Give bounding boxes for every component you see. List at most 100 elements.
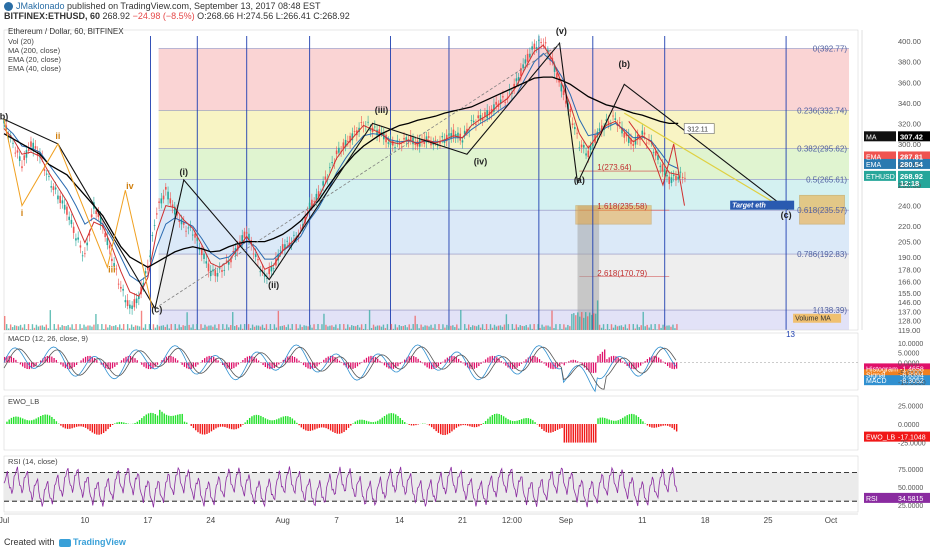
volume-bar: [628, 324, 631, 330]
ewo-bar: [532, 420, 534, 424]
volume-bar: [65, 326, 67, 330]
macd-histogram-bar: [15, 359, 17, 363]
volume-bar: [9, 324, 12, 330]
legend-tag-bg: [864, 158, 896, 169]
volume-bar: [122, 324, 125, 330]
candle-body: [470, 120, 473, 121]
macd-histogram-bar: [516, 362, 518, 368]
ewo-bar: [329, 424, 332, 431]
volume-bar: [434, 324, 436, 330]
wave-label: (ii): [268, 280, 279, 290]
volume-bar: [517, 327, 519, 330]
fib-band: [158, 254, 850, 311]
volume-bar: [563, 324, 565, 330]
target-box: [799, 194, 845, 225]
volume-bar: [190, 327, 192, 330]
volume-bar: [325, 324, 327, 330]
indicator-legend: Vol (20): [8, 37, 34, 46]
ewo-bar: [156, 415, 159, 424]
candle-body: [187, 227, 190, 229]
candle-body: [182, 222, 185, 225]
ewo-bar: [415, 424, 417, 426]
ewo-bar: [44, 414, 46, 424]
volume-bar: [634, 328, 636, 330]
projection-line: [623, 112, 787, 211]
volume-bar: [120, 328, 123, 330]
ewo-bar: [287, 416, 289, 424]
volume-bar: [549, 326, 551, 330]
volume-bar: [303, 325, 305, 330]
volume-bar: [440, 329, 442, 330]
ewo-bar: [197, 424, 199, 433]
macd-histogram-bar: [363, 359, 365, 363]
macd-histogram-bar: [298, 360, 300, 363]
volume-bar: [581, 312, 583, 330]
volume-bar: [31, 324, 34, 330]
ewo-bar: [444, 424, 446, 436]
ewo-bar: [201, 424, 204, 435]
author-name[interactable]: JMaklonado: [16, 1, 65, 11]
candle-body: [108, 245, 111, 249]
volume-bar: [150, 329, 153, 330]
macd-histogram-bar: [55, 359, 57, 363]
macd-histogram-bar: [129, 355, 132, 363]
macd-histogram-bar: [26, 362, 28, 369]
candle-body: [623, 132, 626, 138]
volume-bar: [432, 327, 434, 330]
ewo-bar: [590, 424, 592, 443]
candle-body: [598, 128, 601, 131]
macd-histogram-bar: [172, 356, 174, 363]
rsi-tag-bg: [864, 492, 930, 503]
candle-body: [18, 156, 21, 161]
volume-bar: [212, 326, 214, 330]
chart-canvas[interactable]: 0(392.77) 0.236(332.74) 0.382(295.62) 0.5(2…: [0, 22, 932, 534]
candle-body: [153, 225, 156, 226]
tradingview-mark-icon: [59, 538, 72, 547]
wave-label: ii: [55, 131, 60, 141]
volume-bar: [327, 326, 329, 330]
tradingview-brand[interactable]: TradingView: [73, 537, 126, 547]
macd-histogram-bar: [53, 358, 55, 363]
macd-histogram-bar: [444, 359, 446, 363]
price-axis-label: 178.00: [898, 265, 921, 274]
ewo-axis-label: 25.0000: [898, 403, 923, 410]
candle-body: [544, 42, 547, 44]
target-tag-bg: [730, 200, 795, 210]
ewo-bar: [141, 418, 143, 424]
candle-body: [225, 260, 228, 262]
volume-bar: [67, 324, 69, 330]
macd-histogram-bar: [660, 359, 662, 363]
macd-axis-label: 0.0000: [898, 361, 920, 368]
ewo-bar: [581, 424, 583, 443]
macd-histogram-bar: [648, 357, 651, 363]
ewo-bar: [21, 418, 24, 424]
ewo-bar: [183, 421, 186, 424]
ewo-bar: [359, 419, 361, 424]
volume-bar: [218, 324, 220, 330]
volume-bar: [662, 324, 664, 330]
ewo-bar: [588, 424, 590, 443]
volume-bar: [343, 324, 345, 330]
macd-histogram-bar: [473, 362, 475, 369]
candle-body: [281, 244, 284, 251]
macd-histogram-bar: [132, 356, 134, 363]
volume-bar: [545, 325, 547, 330]
ewo-bar: [397, 415, 399, 424]
ewo-bar: [352, 423, 354, 424]
ewo-bar: [505, 417, 507, 424]
candle-body: [162, 195, 165, 200]
ewo-tag-value: -17.1048: [898, 435, 926, 442]
macd-histogram-bar: [309, 362, 311, 370]
ewo-bar: [361, 419, 363, 424]
candle-body: [574, 127, 576, 130]
macd-histogram-bar: [278, 362, 280, 365]
macd-histogram-bar: [197, 362, 199, 365]
volume-bar: [485, 324, 488, 330]
candle-body: [376, 129, 378, 136]
volume-bar: [513, 328, 516, 330]
ewo-bar: [547, 424, 550, 433]
macd-histogram-bar: [597, 355, 599, 363]
candle-body: [239, 241, 241, 243]
ewo-bar: [541, 424, 543, 430]
price-axis-label: 320.00: [898, 119, 921, 128]
